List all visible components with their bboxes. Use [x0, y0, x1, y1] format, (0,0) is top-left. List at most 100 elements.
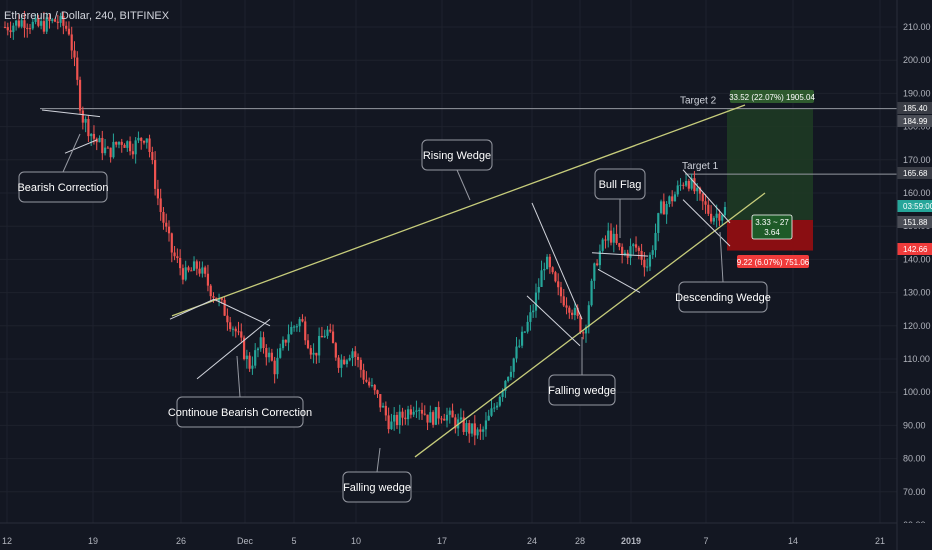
candle-body	[40, 21, 43, 26]
candle-body	[559, 287, 563, 297]
candle-body	[201, 267, 204, 274]
time-tick-label: 5	[291, 536, 296, 546]
time-tick-label: 21	[875, 536, 885, 546]
annotation-bearish-correction-pointer	[62, 133, 81, 173]
candle-body	[621, 246, 624, 255]
candle-body	[490, 408, 493, 416]
candle-body	[584, 326, 588, 334]
price-tick-label: 210.00	[903, 22, 931, 32]
time-tick-label: Dec	[237, 536, 254, 546]
candle-body	[404, 417, 407, 420]
candle-body	[384, 405, 387, 416]
annotation-rising-wedge-pointer	[456, 169, 471, 201]
candle-body	[434, 407, 437, 425]
candle-body	[576, 307, 579, 316]
price-tick-label: 190.00	[903, 88, 931, 98]
candle-body	[92, 133, 96, 139]
descending-wedge-lower-line[interactable]	[682, 199, 731, 247]
candle-body	[76, 57, 79, 80]
candle-body	[701, 193, 704, 202]
candle-body	[151, 152, 154, 161]
bearish-correction-upper-line[interactable]	[41, 109, 101, 118]
rising-wedge-upper-line[interactable]	[171, 104, 746, 317]
candle-body	[615, 233, 618, 244]
time-tick-label: 24	[527, 536, 537, 546]
candle-body	[98, 137, 101, 143]
price-tag-label: 165.68	[903, 169, 928, 178]
candle-body	[276, 357, 279, 375]
candle-body	[579, 315, 582, 333]
candle-body	[106, 147, 109, 149]
candle-body	[137, 137, 140, 141]
candle-body	[53, 19, 57, 22]
candle-body	[245, 355, 248, 360]
bull-flag-lower-line[interactable]	[597, 268, 641, 294]
candle-body	[365, 379, 368, 382]
bearish-correction-2-lower-line[interactable]	[196, 318, 271, 380]
candle-body	[134, 140, 137, 155]
price-tag-box	[897, 216, 932, 228]
candle-body	[381, 405, 385, 408]
candle-body	[306, 340, 310, 349]
candle-body	[590, 280, 593, 306]
candle-body	[476, 429, 479, 436]
descending-wedge-upper-line[interactable]	[682, 169, 731, 224]
falling-wedge-2-upper-line[interactable]	[531, 202, 583, 320]
candle-body	[715, 213, 718, 218]
candle-body	[545, 256, 549, 269]
candle-body	[154, 160, 157, 189]
candle-body	[142, 140, 146, 143]
candle-body	[301, 319, 304, 322]
candle-body	[254, 350, 257, 366]
bearish-correction-lower-line[interactable]	[64, 139, 98, 154]
candle-body	[623, 252, 627, 255]
target-label-2: Target 1	[682, 161, 719, 172]
candle-body	[426, 414, 429, 423]
candle-body	[643, 259, 646, 268]
candle-body	[515, 346, 518, 359]
candle-body	[170, 233, 173, 253]
candle-body	[509, 371, 513, 377]
candle-body	[220, 298, 223, 300]
candle-body	[604, 239, 607, 241]
candle-body	[632, 244, 635, 247]
price-tag-box	[897, 115, 932, 127]
bull-flag-upper-line[interactable]	[591, 252, 649, 257]
candle-body	[312, 352, 315, 355]
candle-body	[109, 147, 112, 158]
candle-body	[273, 360, 276, 375]
price-tag-label: 03:59:00	[903, 202, 932, 211]
candle-body	[343, 359, 346, 365]
price-tag-label: 185.40	[903, 104, 928, 113]
falling-wedge-2-lower-line[interactable]	[526, 295, 581, 347]
candle-body	[401, 411, 404, 418]
candle-body	[504, 380, 507, 391]
candle-body	[657, 213, 660, 233]
candle-body	[543, 268, 546, 271]
annotation-rising-wedge-label: Rising Wedge	[423, 150, 491, 162]
candle-body	[668, 196, 671, 204]
time-tick-label: 2019	[621, 536, 641, 546]
candle-body	[112, 141, 115, 158]
candle-body	[537, 286, 540, 293]
candle-body	[173, 252, 176, 257]
candle-body	[45, 17, 48, 32]
rising-wedge-lower-line[interactable]	[414, 192, 766, 458]
bearish-correction-2-upper-a[interactable]	[169, 298, 215, 320]
bearish-correction-2-upper-b[interactable]	[213, 298, 271, 327]
candle-body	[704, 201, 707, 205]
candle-body	[534, 292, 538, 311]
candle-body	[162, 211, 165, 223]
candle-body	[259, 337, 262, 349]
candle-body	[26, 27, 29, 29]
candle-body	[231, 328, 235, 330]
candle-body	[548, 256, 551, 268]
candle-body	[390, 421, 393, 430]
candle-body	[554, 272, 557, 282]
annotation-bearish-correction-label: Bearish Correction	[17, 182, 108, 194]
candle-body	[226, 315, 229, 323]
candle-body	[562, 296, 565, 306]
candle-body	[440, 418, 443, 420]
candle-body	[573, 307, 576, 316]
